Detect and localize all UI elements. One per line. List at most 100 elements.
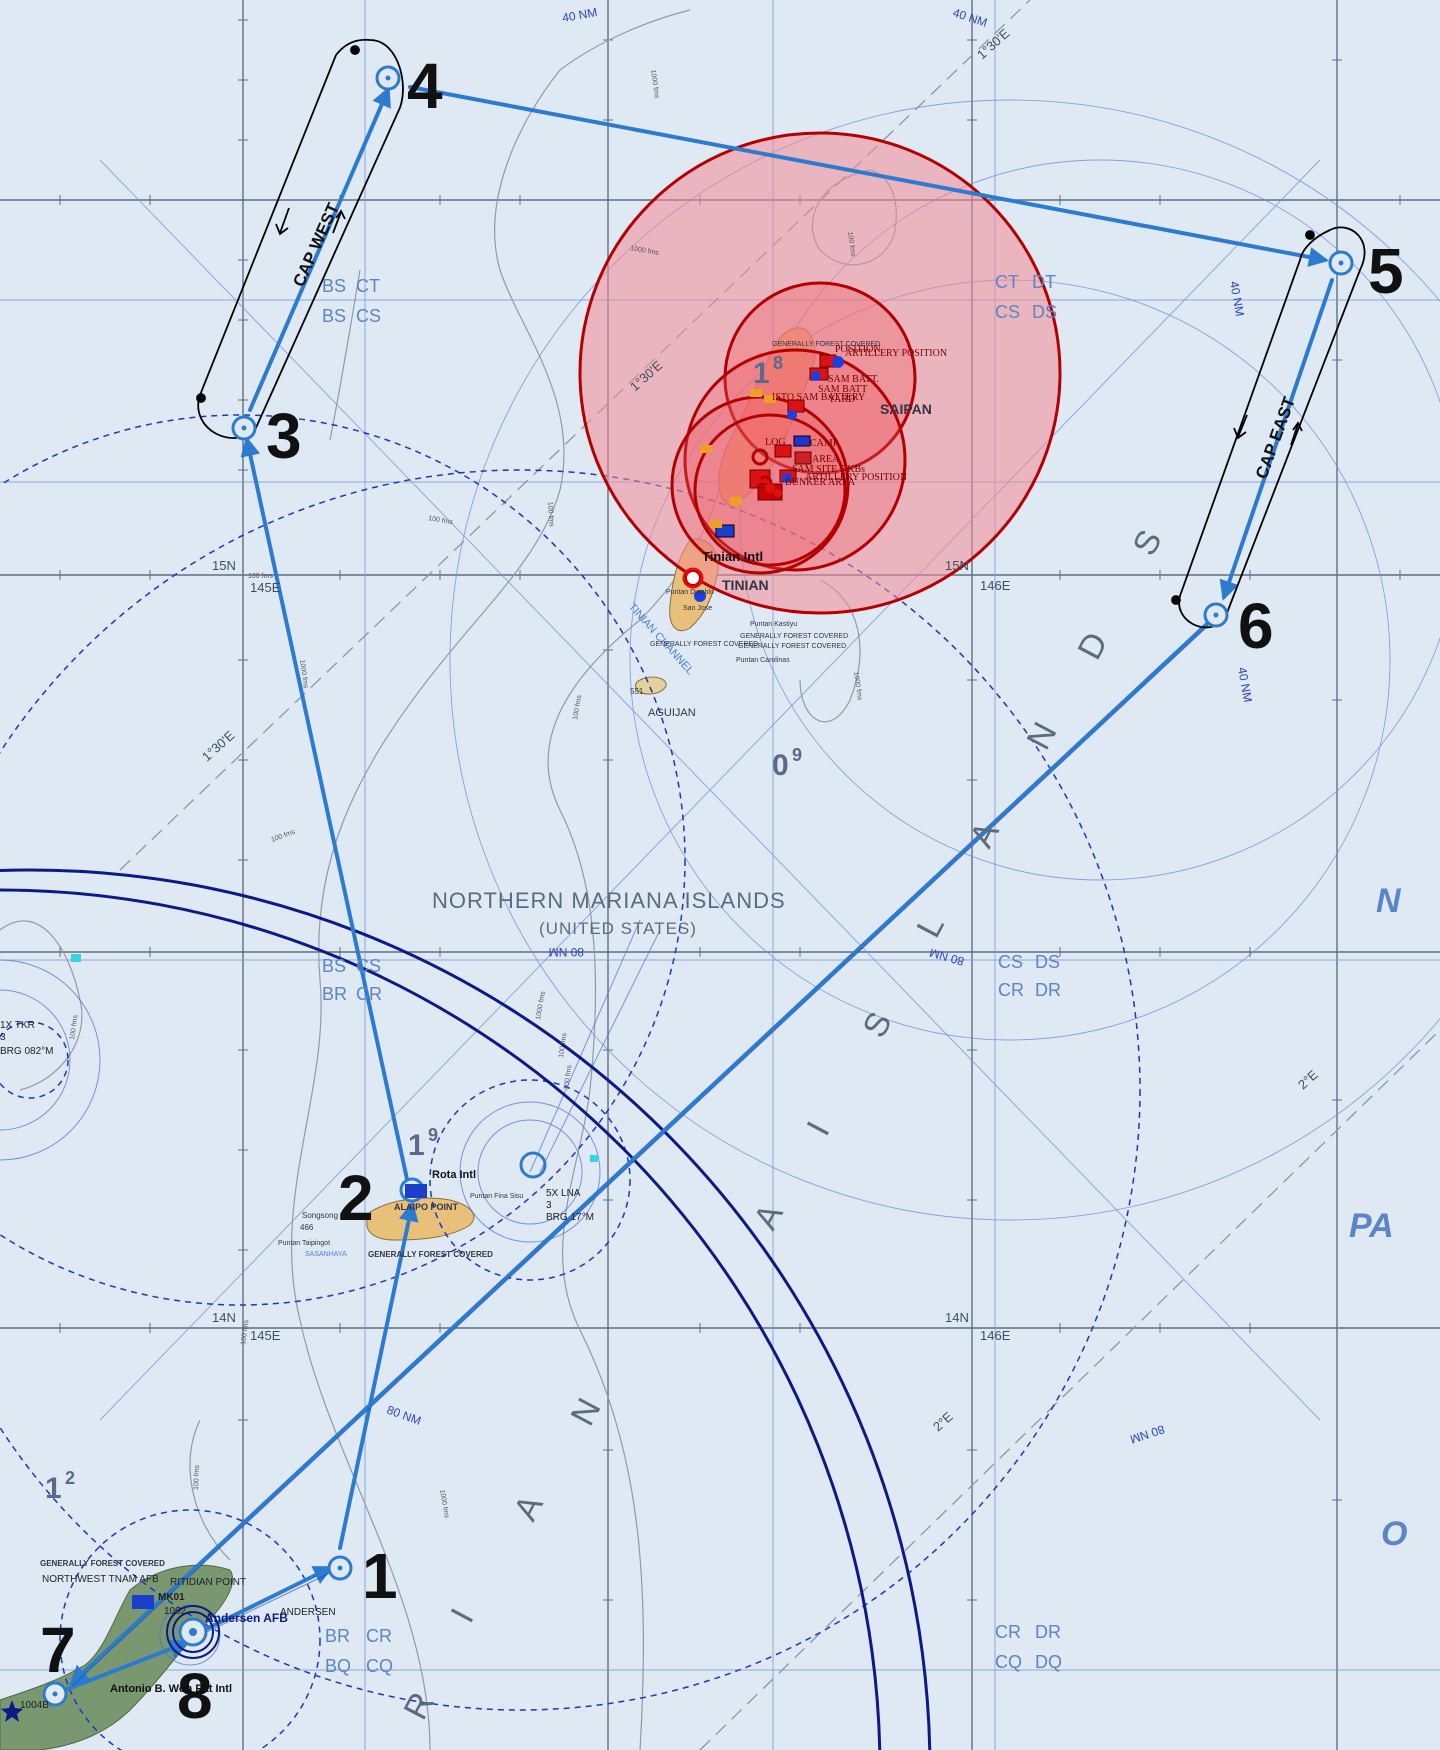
svg-text:Puntan Diapblo: Puntan Diapblo bbox=[666, 589, 714, 596]
svg-text:466: 466 bbox=[300, 1223, 314, 1232]
range-rings-dashed bbox=[0, 414, 1141, 1750]
svg-text:9: 9 bbox=[792, 745, 802, 765]
svg-text:CS: CS bbox=[356, 306, 381, 326]
cap-west-orbit bbox=[197, 38, 404, 439]
svg-text:CR: CR bbox=[356, 984, 382, 1004]
svg-text:BS: BS bbox=[322, 306, 346, 326]
svg-text:1X TKR: 1X TKR bbox=[0, 1020, 35, 1031]
region-name: NORTHERN MARIANA ISLANDS bbox=[432, 888, 786, 913]
svg-text:SASANHAYA: SASANHAYA bbox=[305, 1251, 347, 1258]
svg-text:GENERALLY FOREST COVERED: GENERALLY FOREST COVERED bbox=[740, 633, 848, 640]
svg-text:1000 fms: 1000 fms bbox=[649, 69, 660, 99]
route-leg-3-4 bbox=[248, 86, 391, 412]
svg-text:145E: 145E bbox=[250, 580, 281, 595]
svg-text:Tinian Intl: Tinian Intl bbox=[702, 549, 763, 564]
svg-text:BR: BR bbox=[325, 1626, 350, 1646]
svg-text:N: N bbox=[1376, 882, 1402, 920]
svg-text:DQ: DQ bbox=[1035, 1652, 1062, 1672]
svg-text:1: 1 bbox=[753, 357, 770, 390]
svg-text:Antonio B. Won Pat Intl: Antonio B. Won Pat Intl bbox=[110, 1683, 232, 1695]
svg-text:1000 fms: 1000 fms bbox=[630, 245, 660, 257]
rota-airport-symbol bbox=[405, 1184, 427, 1198]
svg-text:BQ: BQ bbox=[325, 1656, 351, 1676]
svg-text:Puntan Fina Sisu: Puntan Fina Sisu bbox=[470, 1193, 523, 1200]
region-subtitle: (UNITED STATES) bbox=[539, 919, 697, 938]
svg-text:GENERALLY FOREST COVERED: GENERALLY FOREST COVERED bbox=[40, 1559, 165, 1568]
waypoint-4-label: 4 bbox=[407, 50, 443, 122]
svg-text:GENERALLY FOREST COVERED: GENERALLY FOREST COVERED bbox=[738, 643, 846, 650]
rota-tacan bbox=[519, 1151, 547, 1179]
svg-text:DR: DR bbox=[1035, 1622, 1061, 1642]
svg-text:2: 2 bbox=[65, 1468, 75, 1488]
threat-label-8: AREA bbox=[812, 454, 840, 465]
svg-text:40 NM: 40 NM bbox=[1235, 666, 1255, 703]
svg-text:100 fms: 100 fms bbox=[558, 1032, 568, 1058]
waypoint-labels: 1 2 3 4 5 6 7 8 bbox=[40, 50, 1404, 1732]
svg-text:NORTHWEST TNAM AFB: NORTHWEST TNAM AFB bbox=[42, 1574, 159, 1585]
mk01-symbol bbox=[132, 1595, 154, 1609]
svg-text:DR: DR bbox=[1035, 980, 1061, 1000]
threat-ring-inner bbox=[693, 413, 847, 567]
svg-text:CQ: CQ bbox=[366, 1656, 393, 1676]
svg-text:100 fms: 100 fms bbox=[248, 573, 273, 580]
svg-text:15N: 15N bbox=[945, 558, 969, 573]
waypoint-5-label: 5 bbox=[1368, 235, 1404, 307]
cap-orbits[interactable] bbox=[197, 38, 1366, 629]
svg-text:CR: CR bbox=[366, 1626, 392, 1646]
svg-text:DS: DS bbox=[1032, 302, 1057, 322]
svg-text:Puntan Carolinas: Puntan Carolinas bbox=[736, 657, 790, 664]
route-leg-7-8 bbox=[63, 1639, 190, 1692]
threat-label-1: POSITION bbox=[835, 344, 881, 355]
svg-text:80 NM: 80 NM bbox=[549, 945, 584, 959]
svg-text:San Jose: San Jose bbox=[683, 605, 712, 612]
svg-text:SAIPAN: SAIPAN bbox=[880, 401, 932, 417]
depth-labels: 1000 fms 1000 fms 1000 fms 1000 fms 1000… bbox=[69, 69, 863, 1519]
svg-text:CQ: CQ bbox=[995, 1652, 1022, 1672]
svg-text:GENERALLY FOREST COVERED: GENERALLY FOREST COVERED bbox=[772, 341, 880, 348]
threat-markers[interactable] bbox=[682, 354, 844, 602]
threat-label-6: LOG bbox=[765, 437, 786, 448]
svg-text:100 fms: 100 fms bbox=[240, 1319, 250, 1345]
svg-text:100 fms: 100 fms bbox=[563, 1064, 573, 1090]
threat-label-3: SAM BATT. bbox=[828, 374, 879, 385]
svg-text:TINIAN: TINIAN bbox=[722, 577, 769, 593]
svg-text:RITIDIAN POINT: RITIDIAN POINT bbox=[170, 1577, 246, 1588]
svg-text:BRG 17°M: BRG 17°M bbox=[546, 1212, 594, 1223]
andersen-rings bbox=[166, 1605, 220, 1659]
waypoint-1-label: 1 bbox=[362, 1540, 398, 1612]
svg-text:CR: CR bbox=[995, 1622, 1021, 1642]
route-leg-5-6 bbox=[1219, 278, 1334, 601]
waypoint-3-label: 3 bbox=[266, 400, 302, 472]
svg-text:Rota Intl: Rota Intl bbox=[432, 1169, 476, 1181]
svg-text:40 NM: 40 NM bbox=[1227, 280, 1247, 317]
svg-text:1000 fms: 1000 fms bbox=[298, 659, 309, 689]
ocean-lettering: N PA O bbox=[1349, 882, 1407, 1553]
tinian-airport-symbol bbox=[685, 570, 701, 586]
svg-text:CT: CT bbox=[356, 276, 380, 296]
svg-text:CS: CS bbox=[356, 956, 381, 976]
airport-labels: Tinian Intl Rota Intl Andersen AFB Anton… bbox=[0, 549, 763, 1711]
threat-label-9: ARTILLERY POSITION bbox=[805, 472, 907, 483]
svg-text:100 fms: 100 fms bbox=[572, 694, 583, 720]
svg-text:15N: 15N bbox=[212, 558, 236, 573]
svg-text:3: 3 bbox=[546, 1200, 552, 1211]
svg-text:MK01: MK01 bbox=[158, 1592, 185, 1603]
airport-symbols[interactable] bbox=[1, 570, 701, 1722]
grid-zone-numbers: 0 9 1 9 1 2 1 8 bbox=[45, 353, 802, 1505]
threat-label-10: SAM SITE 5 KBs bbox=[792, 464, 865, 475]
svg-text:9: 9 bbox=[428, 1125, 438, 1145]
svg-text:1002: 1002 bbox=[164, 1606, 187, 1617]
guam-star-icon bbox=[1, 1700, 23, 1722]
svg-text:1000 fms: 1000 fms bbox=[852, 671, 863, 701]
svg-text:3: 3 bbox=[0, 1032, 6, 1043]
svg-text:1004B: 1004B bbox=[20, 1700, 49, 1711]
flight-route[interactable] bbox=[63, 85, 1334, 1692]
svg-text:BR: BR bbox=[322, 984, 347, 1004]
range-arcs-solid bbox=[0, 868, 932, 1750]
svg-text:1: 1 bbox=[45, 1472, 62, 1505]
waypoint-2-label: 2 bbox=[338, 1162, 374, 1234]
range-rings-fine bbox=[0, 919, 661, 1666]
svg-text:CT: CT bbox=[995, 272, 1019, 292]
svg-text:ANDERSEN: ANDERSEN bbox=[280, 1607, 336, 1618]
